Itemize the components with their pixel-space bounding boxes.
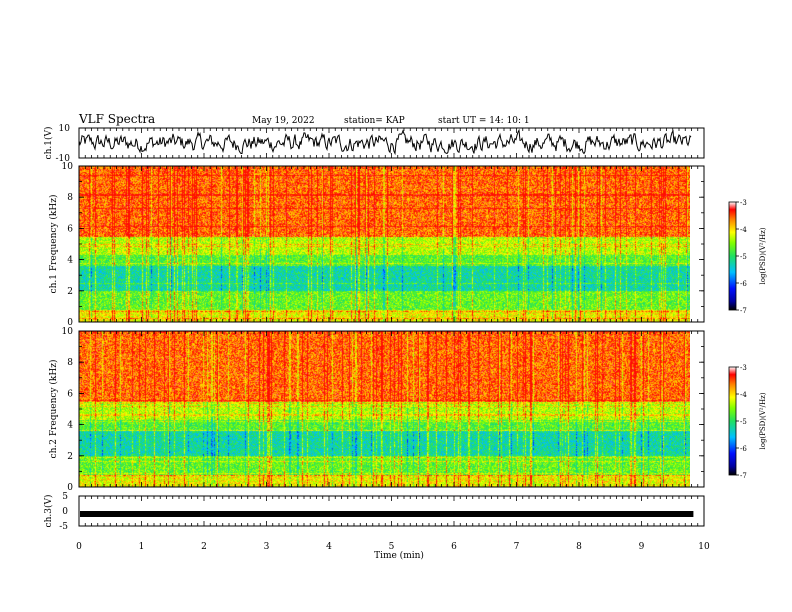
ch1-freq-ticks: 0 2 4 6 8 10 [62,162,704,328]
ch2-spectrogram-image [79,331,690,487]
freq-tick-label: 6 [67,389,73,399]
ch2-spectrogram-ylabel: ch.2 Frequency (kHz) [48,360,59,459]
time-tick-label: 10 [698,542,710,552]
freq-tick-label: 4 [67,421,73,431]
ch3-waveform-panel: 5 -5 ch.3(V) [43,492,705,532]
ch2-colorbar-gradient [728,366,737,476]
freq-tick-label: 2 [67,287,73,297]
ch3-waveform-ylabel: ch.3(V) [43,495,54,528]
figure-title: VLF Spectra [78,112,155,126]
ch2-spectrogram-panel: 0 2 4 6 8 10 ch.2 Frequency (kHz) [48,327,705,493]
time-tick-label: 4 [326,542,332,552]
ch3-waveform-band [80,511,694,517]
start-time-label: start UT = 14: 10: 1 [438,116,530,126]
time-axis-label: Time (min) [374,550,424,561]
freq-tick-label: 10 [62,327,74,337]
ch1-colorbar-label: log(PSD)(V²/Hz) [759,227,767,284]
colorbar-tick-label: -7 [740,472,747,480]
ch3-ytick-zero: 0 [62,507,68,517]
ch1-waveform-ylabel: ch.1(V) [43,127,54,160]
ch1-ytick-top: 10 [59,124,71,134]
time-tick-label: 5 [389,542,395,552]
ch2-freq-ticks: 0 2 4 6 8 10 [62,327,704,493]
colorbar-tick-label: -7 [740,307,747,315]
ch2-colorbar: -3 -4 -5 -6 -7 log(PSD)(V²/Hz) [728,364,767,480]
time-tick-label: 9 [639,542,645,552]
ch1-spectrogram-image [79,166,690,322]
freq-tick-label: 0 [67,318,73,328]
ch3-ytick-top: 5 [62,492,68,502]
time-tick-label: 2 [201,542,207,552]
time-tick-label: 3 [264,542,270,552]
colorbar-tick-label: -6 [740,280,747,288]
colorbar-tick-label: -6 [740,445,747,453]
colorbar-tick-label: -3 [740,199,747,207]
ch2-colorbar-ticks: -3 -4 -5 -6 -7 [736,364,747,480]
freq-tick-label: 0 [67,483,73,493]
colorbar-tick-label: -5 [740,253,747,261]
time-tick-label: 0 [76,542,82,552]
ch1-spectrogram-ylabel: ch.1 Frequency (kHz) [48,195,59,294]
time-axis-ticks: 0 1 2 3 4 5 6 7 8 9 10 [76,128,710,552]
station-label: station= KAP [344,116,405,126]
colorbar-tick-label: -4 [740,226,747,234]
ch3-ytick-bottom: -5 [59,522,68,532]
ch1-spectrogram-panel: 0 2 4 6 8 10 ch.1 Frequency (kHz) [48,162,705,328]
freq-tick-label: 10 [62,162,74,172]
ch1-ytick-bottom: -10 [56,154,71,164]
time-tick-label: 1 [139,542,145,552]
freq-tick-label: 4 [67,256,73,266]
ch1-colorbar-ticks: -3 -4 -5 -6 -7 [736,199,747,315]
ch1-colorbar: -3 -4 -5 -6 -7 log(PSD)(V²/Hz) [728,199,767,315]
time-tick-label: 8 [576,542,582,552]
time-tick-label: 7 [514,542,520,552]
freq-tick-label: 6 [67,224,73,234]
colorbar-tick-label: -3 [740,364,747,372]
date-label: May 19, 2022 [252,116,315,126]
freq-tick-label: 8 [67,358,73,368]
time-tick-label: 6 [451,542,457,552]
freq-tick-label: 2 [67,452,73,462]
ch1-colorbar-gradient [728,201,737,311]
ch2-colorbar-label: log(PSD)(V²/Hz) [759,392,767,449]
freq-tick-label: 8 [67,193,73,203]
ch1-waveform-panel: 10 -10 ch.1(V) [43,124,705,164]
colorbar-tick-label: -5 [740,418,747,426]
colorbar-tick-label: -4 [740,391,747,399]
ch1-waveform-line [78,128,692,156]
